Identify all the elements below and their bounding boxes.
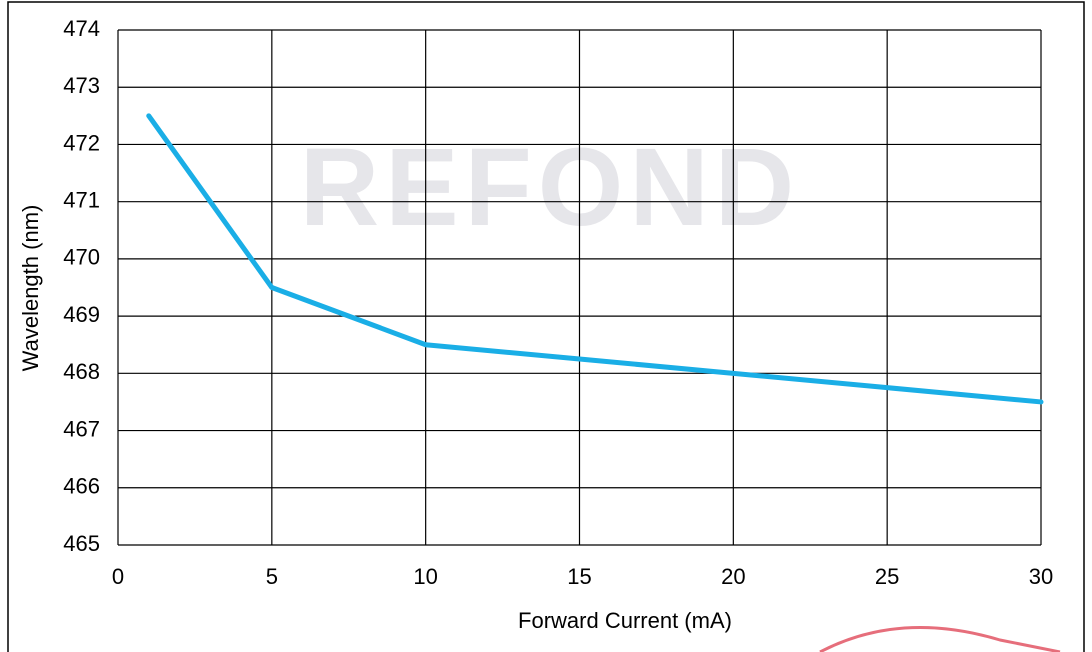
y-tick-label: 468 <box>63 359 100 384</box>
y-tick-label: 472 <box>63 130 100 155</box>
x-tick-label: 30 <box>1029 564 1053 589</box>
x-tick-label: 20 <box>721 564 745 589</box>
y-tick-label: 467 <box>63 416 100 441</box>
y-tick-label: 465 <box>63 531 100 556</box>
y-tick-label: 474 <box>63 16 100 41</box>
chart-frame <box>7 1 1085 652</box>
x-axis-label: Forward Current (mA) <box>518 608 732 633</box>
y-tick-label: 466 <box>63 474 100 499</box>
y-tick-label: 471 <box>63 187 100 212</box>
x-tick-label: 0 <box>112 564 124 589</box>
y-tick-label: 469 <box>63 302 100 327</box>
x-tick-label: 25 <box>875 564 899 589</box>
y-axis-label: Wavelength (nm) <box>18 205 43 372</box>
x-tick-label: 5 <box>266 564 278 589</box>
stamp <box>819 626 1061 652</box>
y-tick-label: 470 <box>63 245 100 270</box>
x-tick-label: 15 <box>567 564 591 589</box>
x-tick-label: 10 <box>413 564 437 589</box>
watermark: REFOND <box>300 126 800 249</box>
data-line <box>146 113 1044 405</box>
y-tick-label: 473 <box>63 73 100 98</box>
